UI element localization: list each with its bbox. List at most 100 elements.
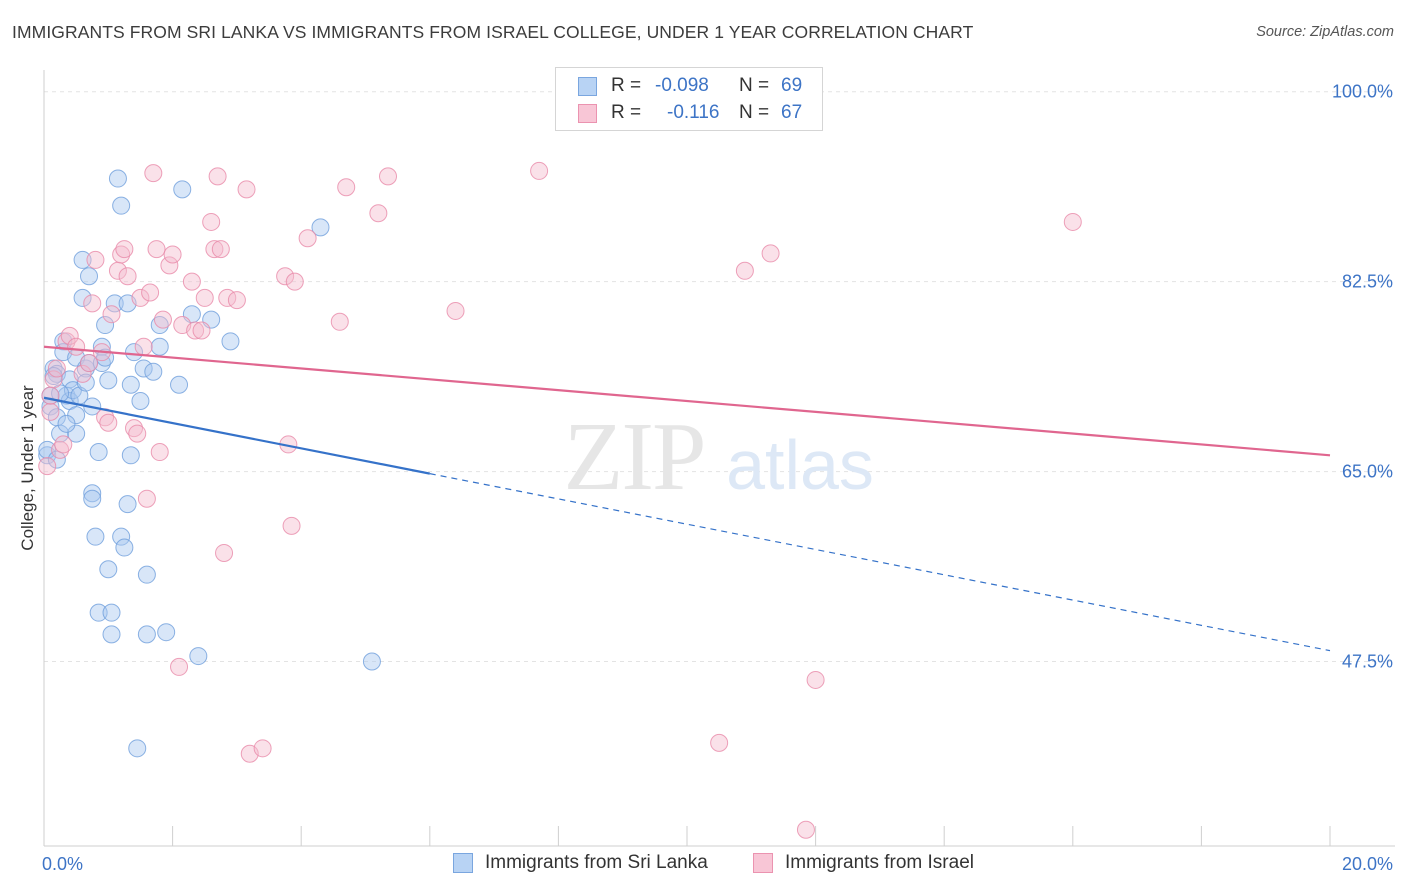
series-legend-sri-lanka[interactable]: Immigrants from Sri Lanka xyxy=(453,852,708,874)
point-israel xyxy=(153,310,172,329)
legend-swatch-sri-lanka xyxy=(578,76,597,96)
point-israel xyxy=(330,312,349,331)
point-israel xyxy=(276,267,295,286)
series-label-sri-lanka: Immigrants from Sri Lanka xyxy=(485,852,708,873)
point-israel xyxy=(192,321,211,340)
trend-line-sri-lanka xyxy=(43,396,431,475)
point-israel xyxy=(761,244,780,263)
series-swatch-sri-lanka xyxy=(453,853,473,873)
y-tick-label: 82.5% xyxy=(1342,272,1393,292)
point-sri-lanka xyxy=(157,623,176,642)
series-swatch-israel xyxy=(753,853,773,873)
point-israel xyxy=(215,543,234,562)
point-sri-lanka xyxy=(96,316,115,335)
point-sri-lanka xyxy=(221,332,240,351)
point-israel xyxy=(285,272,304,291)
point-sri-lanka xyxy=(38,440,57,459)
point-israel xyxy=(208,167,227,186)
watermark-zip: ZIP xyxy=(564,403,705,511)
point-israel xyxy=(54,435,73,454)
point-sri-lanka xyxy=(137,565,156,584)
point-israel xyxy=(38,457,57,476)
point-israel xyxy=(99,413,118,432)
point-sri-lanka xyxy=(102,625,121,644)
point-israel xyxy=(144,164,163,183)
point-sri-lanka xyxy=(99,560,118,579)
point-sri-lanka xyxy=(108,169,127,188)
point-israel xyxy=(170,657,189,676)
point-israel xyxy=(102,305,121,324)
point-sri-lanka xyxy=(83,489,102,508)
point-sri-lanka xyxy=(89,443,108,462)
point-israel xyxy=(128,424,147,443)
point-sri-lanka xyxy=(121,375,140,394)
point-sri-lanka xyxy=(150,316,169,335)
point-israel xyxy=(163,245,182,264)
point-sri-lanka xyxy=(89,603,108,622)
point-sri-lanka xyxy=(67,424,86,443)
point-sri-lanka xyxy=(150,337,169,356)
point-israel xyxy=(186,321,205,340)
point-sri-lanka xyxy=(105,294,124,313)
point-israel xyxy=(147,240,166,259)
point-sri-lanka xyxy=(112,196,131,215)
legend-n-label: N = xyxy=(739,102,770,123)
point-sri-lanka xyxy=(121,446,140,465)
trend-line-israel xyxy=(43,345,1331,457)
point-sri-lanka xyxy=(83,484,102,503)
point-israel xyxy=(205,240,224,259)
point-israel xyxy=(282,516,301,535)
point-israel xyxy=(112,245,131,264)
point-israel xyxy=(60,326,79,345)
point-sri-lanka xyxy=(311,218,330,237)
point-israel xyxy=(796,820,815,839)
trend-line-sri-lanka-extension xyxy=(429,473,1331,652)
legend-r-value: -0.098 xyxy=(655,75,709,96)
point-israel xyxy=(369,204,388,223)
point-israel xyxy=(86,250,105,269)
point-israel xyxy=(41,386,60,405)
grid-lines xyxy=(44,91,1395,662)
point-israel xyxy=(41,402,60,421)
point-sri-lanka xyxy=(92,354,111,373)
point-israel xyxy=(710,733,729,752)
point-israel xyxy=(118,267,137,286)
point-sri-lanka xyxy=(80,267,99,286)
point-israel xyxy=(47,359,66,378)
point-sri-lanka xyxy=(118,495,137,514)
point-israel xyxy=(57,332,76,351)
point-israel xyxy=(141,283,160,302)
point-israel xyxy=(227,291,246,310)
y-axis-label: College, Under 1 year xyxy=(18,385,37,551)
point-israel xyxy=(237,180,256,199)
point-israel xyxy=(211,240,230,259)
point-israel xyxy=(202,212,221,231)
point-sri-lanka xyxy=(47,450,66,469)
point-israel xyxy=(73,364,92,383)
point-sri-lanka xyxy=(57,414,76,433)
point-israel xyxy=(1063,212,1082,231)
point-sri-lanka xyxy=(362,652,381,671)
point-israel xyxy=(134,337,153,356)
point-israel xyxy=(67,337,86,356)
point-sri-lanka xyxy=(170,375,189,394)
series-legend-israel[interactable]: Immigrants from Israel xyxy=(753,852,974,874)
point-sri-lanka xyxy=(131,392,150,411)
x-tick-label: 20.0% xyxy=(1342,854,1393,874)
trend-lines xyxy=(43,345,1331,652)
point-israel xyxy=(298,229,317,248)
legend-n-value: 69 xyxy=(781,75,803,96)
point-sri-lanka xyxy=(137,625,156,644)
point-israel xyxy=(735,261,754,280)
legend-n-label: N = xyxy=(739,75,770,96)
legend-swatch-israel xyxy=(578,103,597,123)
point-israel xyxy=(125,419,144,438)
series-label-israel: Immigrants from Israel xyxy=(785,852,974,873)
y-tick-label: 47.5% xyxy=(1342,651,1393,671)
chart-title: IMMIGRANTS FROM SRI LANKA VS IMMIGRANTS … xyxy=(12,22,974,42)
x-tick-label: 0.0% xyxy=(42,854,83,874)
point-israel xyxy=(530,161,549,180)
point-sri-lanka xyxy=(173,180,192,199)
point-sri-lanka xyxy=(125,343,144,362)
